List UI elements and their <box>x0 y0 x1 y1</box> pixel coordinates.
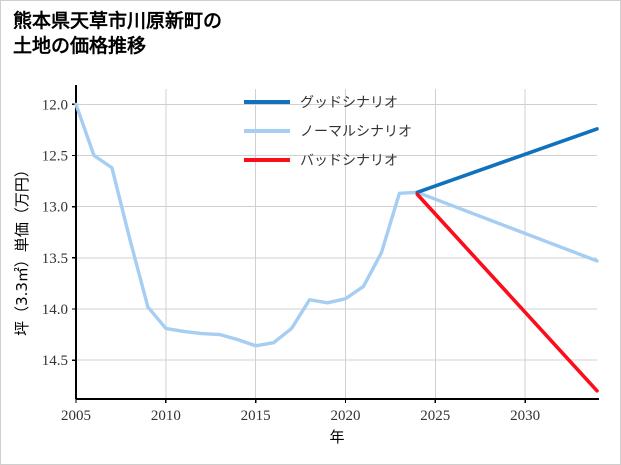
series-line-グッドシナリオ <box>415 127 599 195</box>
x-tick-label: 2030 <box>510 408 540 424</box>
y-axis-tick-labels: 14.5 14.0 13.5 13.0 12.5 12.0 <box>42 97 68 369</box>
y-tick-label: 14.5 <box>42 353 68 369</box>
series-line-ノーマルシナリオ <box>74 102 599 348</box>
x-tick-label: 2020 <box>330 408 360 424</box>
x-tick-label: 2015 <box>241 408 271 424</box>
legend-label: ノーマルシナリオ <box>300 124 412 140</box>
x-tick-label: 2010 <box>151 408 181 424</box>
y-tick-label: 13.0 <box>42 200 68 216</box>
x-axis-tick-labels: 2005 2010 2015 2020 2025 2030 <box>61 408 540 424</box>
y-tick-label: 13.5 <box>42 251 68 267</box>
x-tick-label: 2025 <box>420 408 450 424</box>
legend-label: グッドシナリオ <box>300 95 398 111</box>
y-tick-label: 12.0 <box>42 97 68 113</box>
x-tick-label: 2005 <box>61 408 91 424</box>
x-axis-title: 年 <box>329 428 344 446</box>
legend-label: バッドシナリオ <box>300 153 398 169</box>
series-lines <box>74 102 599 393</box>
series-line-バッドシナリオ <box>415 192 599 393</box>
axis-lines <box>74 85 599 401</box>
y-axis-title: 坪（3.3㎡）単価（万円） <box>13 162 31 336</box>
page-title: 熊本県天草市川原新町の 土地の価格推移 <box>13 10 223 58</box>
tickmarks <box>72 103 526 403</box>
y-tick-label: 12.5 <box>42 149 68 165</box>
y-tick-label: 14.0 <box>42 302 68 318</box>
